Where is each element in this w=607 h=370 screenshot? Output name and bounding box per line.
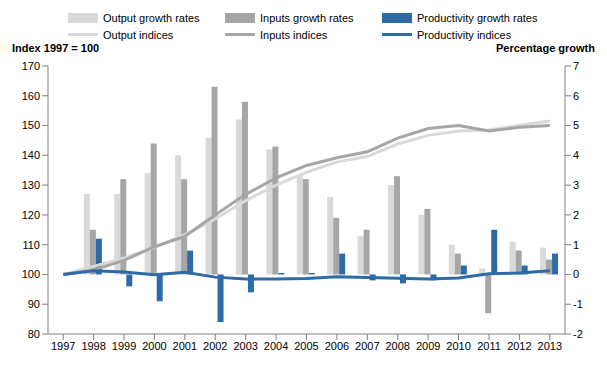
svg-text:80: 80	[28, 328, 40, 340]
svg-text:2004: 2004	[264, 340, 288, 352]
svg-text:170: 170	[22, 60, 40, 72]
svg-text:120: 120	[22, 209, 40, 221]
svg-text:2012: 2012	[507, 340, 531, 352]
svg-text:-1: -1	[573, 298, 583, 310]
svg-text:2007: 2007	[355, 340, 379, 352]
html-text:Inputs growth rates: Inputs growth rates	[260, 11, 354, 24]
svg-text:2009: 2009	[416, 340, 440, 352]
svg-text:140: 140	[22, 149, 40, 161]
svg-text:0: 0	[573, 268, 579, 280]
svg-text:2001: 2001	[173, 340, 197, 352]
svg-text:2011: 2011	[477, 340, 501, 352]
svg-text:2: 2	[573, 209, 579, 221]
svg-text:150: 150	[22, 119, 40, 131]
svg-text:130: 130	[22, 179, 40, 191]
svg-text:1998: 1998	[81, 340, 105, 352]
svg-text:2006: 2006	[325, 340, 349, 352]
svg-text:3: 3	[573, 179, 579, 191]
html-text:Output indices: Output indices	[103, 28, 174, 41]
svg-text:2013: 2013	[538, 340, 562, 352]
svg-text:1999: 1999	[112, 340, 136, 352]
html-text:Inputs indices: Inputs indices	[260, 28, 328, 41]
html-text:Output growth rates: Output growth rates	[103, 11, 200, 24]
svg-text:7: 7	[573, 60, 579, 72]
svg-text:2010: 2010	[446, 340, 470, 352]
svg-text:4: 4	[573, 149, 579, 161]
html-text:Productivity indices: Productivity indices	[417, 28, 512, 41]
svg-text:1997: 1997	[51, 340, 75, 352]
svg-text:-2: -2	[573, 328, 583, 340]
html-text:Productivity growth rates: Productivity growth rates	[417, 11, 538, 24]
svg-text:2008: 2008	[385, 340, 409, 352]
svg-text:6: 6	[573, 90, 579, 102]
svg-text:2003: 2003	[233, 340, 257, 352]
svg-text:100: 100	[22, 268, 40, 280]
html-text:Index 1997 = 100: Index 1997 = 100	[12, 42, 100, 54]
svg-text:160: 160	[22, 90, 40, 102]
svg-text:2005: 2005	[294, 340, 318, 352]
svg-text:2000: 2000	[142, 340, 166, 352]
html-text:Percentage growth: Percentage growth	[496, 42, 595, 54]
svg-text:1: 1	[573, 239, 579, 251]
svg-text:110: 110	[22, 239, 40, 251]
svg-text:5: 5	[573, 119, 579, 131]
svg-text:90: 90	[28, 298, 40, 310]
svg-text:2002: 2002	[203, 340, 227, 352]
